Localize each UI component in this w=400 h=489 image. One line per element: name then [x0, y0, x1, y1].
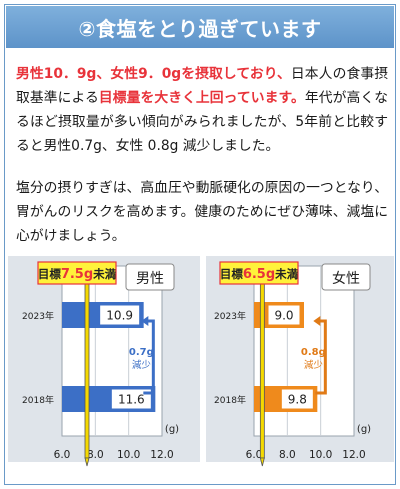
male-category-label-0: 2023年	[22, 310, 54, 322]
female-tick-label: 8.0	[279, 449, 296, 461]
female-unit-label: (g)	[357, 424, 371, 435]
female-tick-label: 10.0	[309, 449, 332, 461]
male-tick-label: 8.0	[87, 449, 104, 461]
female-value-box-0	[267, 304, 301, 326]
chart-male-svg: 6.0 8.0 10.0 12.0 (g) 10.9 2023年 11.6 2018年 0.7g減…	[22, 261, 179, 467]
male-tick-label: 6.0	[54, 449, 71, 461]
female-target-tip	[259, 457, 265, 467]
male-unit-label: (g)	[165, 424, 179, 435]
male-gender-box	[125, 263, 175, 291]
male-change-word: 減少	[132, 359, 152, 371]
female-value-label-1: 9.8	[288, 393, 307, 407]
page-title: ②食塩をとり過ぎています	[78, 17, 322, 41]
text-standard: 日本人の食事摂取基準による	[16, 66, 389, 106]
female-tick-label: 12.0	[342, 449, 365, 461]
male-target-label-box	[37, 261, 117, 285]
male-change-arrowhead	[141, 316, 149, 326]
female-category-label-1: 2018年	[214, 394, 246, 406]
male-value-label-0: 10.9	[106, 309, 133, 323]
female-change-arrow	[315, 319, 327, 395]
chart-male: 6.0 8.0 10.0 12.0 (g) 10.9 2023年 11.6 2018年 0.7g 減…	[8, 256, 200, 482]
male-target-line	[84, 273, 90, 459]
female-change-amount: 0.8g	[301, 347, 326, 358]
female-value-label-0: 9.0	[274, 309, 293, 323]
male-target-label: 目標7.5g未満	[38, 267, 117, 282]
paragraph-advice: 塩分の摂りすぎは、高血圧や動脈硬化の原因の一つとなり、胃がんのリスクを高めます。…	[16, 180, 388, 244]
male-gender-label: 男性	[136, 271, 164, 287]
highlight-intake: 男性10．9g、女性9．0gを摂取しており、	[16, 66, 291, 82]
female-category-label-0: 2023年	[214, 310, 246, 322]
male-target-tip	[84, 457, 90, 467]
female-tick-label: 6.0	[246, 449, 263, 461]
highlight-exceeds: 目標量を大きく上回っています。	[98, 90, 305, 106]
paragraph-summary: 男性10．9g、女性9．0gを摂取しており、日本人の食事摂取基準による目標量を大…	[16, 62, 388, 158]
female-target-label: 目標6.5g未満	[220, 267, 299, 282]
male-value-box-0	[99, 304, 141, 326]
male-change-arrow	[143, 319, 155, 395]
female-target-line	[259, 273, 265, 459]
chart-female: 6.0 8.0 10.0 12.0 (g) 9.0 2023年 9.8 2018年 0.8g 減少 目…	[206, 256, 394, 482]
female-value-box-1	[280, 388, 314, 410]
female-target-label-box	[219, 261, 299, 285]
male-change-amount: 0.7g	[129, 347, 154, 358]
male-value-box-1	[110, 388, 152, 410]
text-trend: 年代が高くなるほど摂取量が多い傾向がみられましたが、5年前と比較すると男性0.7…	[16, 90, 389, 154]
male-tick-label: 12.0	[150, 449, 173, 461]
male-tick-label: 10.0	[117, 449, 140, 461]
male-category-label-1: 2018年	[22, 394, 54, 406]
female-gender-box	[321, 263, 371, 291]
male-value-label-1: 11.6	[118, 393, 145, 407]
female-change-arrowhead	[313, 316, 321, 326]
female-change-word: 減少	[304, 359, 324, 371]
female-gender-label: 女性	[332, 270, 360, 287]
title-bar: ②食塩をとり過ぎています	[6, 6, 394, 48]
